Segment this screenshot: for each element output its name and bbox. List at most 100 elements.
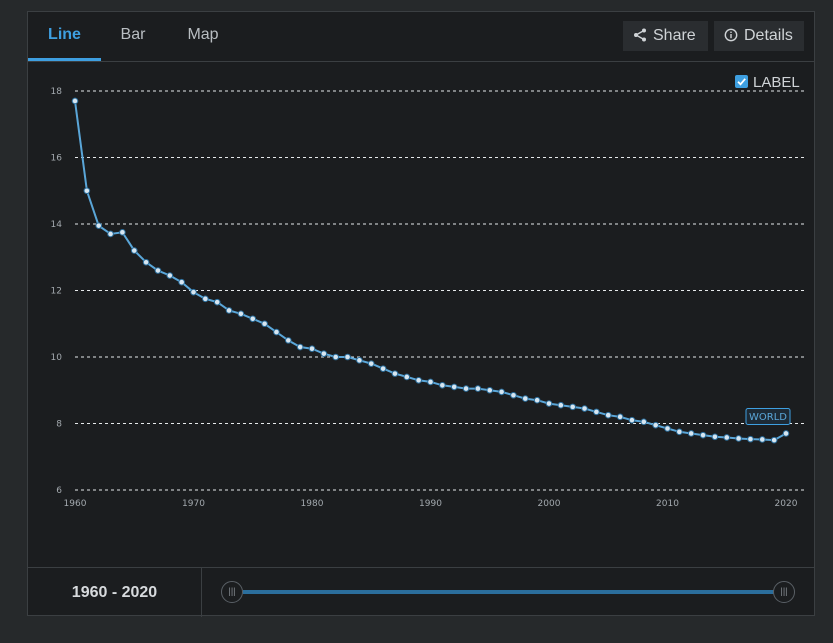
- data-point[interactable]: [190, 288, 197, 296]
- data-point[interactable]: [427, 378, 434, 386]
- data-point[interactable]: [83, 187, 91, 195]
- data-point[interactable]: [628, 416, 636, 424]
- data-point[interactable]: [616, 413, 624, 421]
- data-point[interactable]: [687, 430, 695, 437]
- grid-lines: [75, 90, 806, 491]
- data-point[interactable]: [581, 405, 588, 412]
- check-icon: [737, 77, 746, 86]
- data-point[interactable]: [522, 395, 529, 402]
- end-label-box: [745, 407, 791, 425]
- data-point[interactable]: [273, 328, 280, 336]
- y-tick-label: 8: [56, 420, 62, 430]
- data-point[interactable]: [379, 365, 387, 372]
- data-point[interactable]: [770, 436, 778, 444]
- data-point[interactable]: [664, 425, 671, 432]
- data-point[interactable]: [249, 315, 257, 323]
- x-tick-label: 2010: [656, 499, 679, 509]
- data-point[interactable]: [604, 411, 612, 419]
- data-point[interactable]: [486, 386, 494, 394]
- data-point[interactable]: [498, 388, 505, 396]
- share-button[interactable]: Share: [623, 21, 708, 51]
- data-point[interactable]: [711, 433, 719, 441]
- data-point[interactable]: [640, 418, 648, 426]
- data-point[interactable]: [676, 428, 683, 436]
- data-point[interactable]: [296, 343, 304, 351]
- x-tick-label: 1990: [419, 499, 442, 509]
- range-label: 1960 - 2020: [28, 568, 202, 617]
- x-tick-label: 2000: [538, 499, 561, 509]
- y-axis-ticks: 6 8 10 12 14 16 18: [51, 87, 63, 496]
- y-tick-label: 10: [51, 353, 63, 363]
- data-point[interactable]: [391, 370, 399, 377]
- data-point[interactable]: [367, 360, 375, 367]
- data-point[interactable]: [95, 222, 102, 229]
- data-point[interactable]: [569, 403, 577, 411]
- data-point[interactable]: [213, 298, 221, 306]
- data-point[interactable]: [344, 353, 351, 361]
- x-tick-label: 2020: [775, 499, 798, 509]
- range-start-handle[interactable]: |||: [221, 581, 243, 603]
- end-label-text: WORLD: [749, 412, 787, 423]
- data-point[interactable]: [202, 295, 209, 303]
- chart-panel: Line Bar Map Share Details LABEL: [27, 11, 815, 617]
- x-tick-label: 1980: [301, 499, 324, 509]
- x-axis-ticks: 1960 1970 1980 1990 2000 2010 2020: [64, 499, 798, 509]
- data-point[interactable]: [332, 353, 340, 361]
- data-points: [71, 97, 790, 444]
- y-tick-label: 6: [56, 486, 62, 496]
- data-point[interactable]: [747, 435, 754, 443]
- data-point[interactable]: [735, 435, 742, 442]
- data-point[interactable]: [759, 436, 766, 443]
- data-point[interactable]: [142, 258, 150, 266]
- data-point[interactable]: [166, 272, 174, 279]
- range-end-handle[interactable]: |||: [773, 581, 795, 603]
- share-label: Share: [653, 27, 696, 44]
- data-point[interactable]: [699, 431, 707, 439]
- y-tick-label: 12: [51, 287, 62, 297]
- range-slider-track[interactable]: [243, 590, 785, 594]
- data-point[interactable]: [285, 337, 292, 344]
- tab-bar-chart[interactable]: Bar: [120, 26, 146, 43]
- tab-map[interactable]: Map: [187, 26, 219, 43]
- tab-line[interactable]: Line: [28, 12, 101, 61]
- data-point[interactable]: [320, 350, 328, 357]
- data-point[interactable]: [652, 421, 659, 429]
- data-point[interactable]: [557, 401, 565, 409]
- data-point[interactable]: [415, 376, 422, 384]
- data-point[interactable]: [462, 385, 470, 392]
- label-checkbox[interactable]: [735, 74, 748, 88]
- time-range-footer: 1960 - 2020 ||| |||: [28, 567, 814, 617]
- y-tick-label: 18: [51, 87, 63, 97]
- details-label: Details: [744, 27, 793, 44]
- data-point[interactable]: [356, 357, 363, 364]
- y-tick-label: 14: [51, 220, 63, 230]
- label-toggle[interactable]: LABEL: [735, 74, 800, 91]
- data-point[interactable]: [308, 345, 316, 352]
- data-point[interactable]: [723, 434, 731, 441]
- info-icon: [724, 28, 738, 42]
- data-point[interactable]: [474, 385, 482, 392]
- data-point[interactable]: [178, 278, 185, 286]
- data-point[interactable]: [71, 97, 79, 105]
- data-point[interactable]: [261, 320, 268, 328]
- x-tick-label: 1970: [182, 499, 205, 509]
- data-point[interactable]: [439, 381, 446, 389]
- data-point[interactable]: [533, 396, 541, 404]
- data-point[interactable]: [154, 267, 162, 274]
- data-point[interactable]: [510, 391, 517, 399]
- data-point[interactable]: [107, 230, 114, 238]
- label-toggle-text: LABEL: [753, 74, 800, 91]
- data-point[interactable]: [450, 383, 458, 391]
- data-point[interactable]: [130, 247, 138, 254]
- data-point[interactable]: [225, 307, 233, 314]
- data-point[interactable]: [403, 373, 411, 381]
- data-point[interactable]: [593, 408, 600, 416]
- y-tick-label: 16: [51, 154, 63, 164]
- data-point[interactable]: [119, 229, 126, 236]
- series-line: [74, 100, 787, 442]
- details-button[interactable]: Details: [714, 21, 804, 51]
- data-point[interactable]: [545, 400, 553, 407]
- end-label: WORLD: [745, 407, 791, 425]
- data-point[interactable]: [237, 310, 245, 318]
- data-point[interactable]: [782, 430, 790, 437]
